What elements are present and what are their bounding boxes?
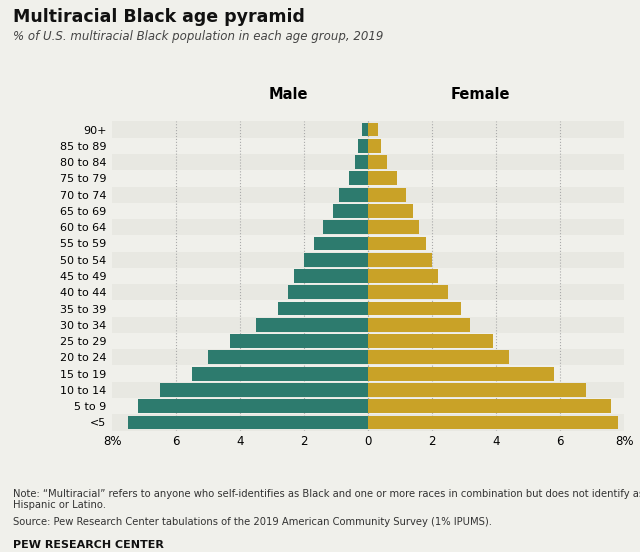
Bar — [112, 365, 624, 382]
Bar — [368, 383, 586, 397]
Bar — [339, 188, 368, 201]
Bar — [333, 204, 368, 218]
Bar — [368, 139, 381, 153]
Bar — [288, 285, 368, 299]
Bar — [355, 155, 368, 169]
Bar — [112, 137, 624, 154]
Bar — [368, 204, 413, 218]
Bar — [112, 252, 624, 268]
Bar — [112, 121, 624, 137]
Bar — [314, 237, 368, 251]
Bar — [294, 269, 368, 283]
Bar — [230, 334, 368, 348]
Bar — [112, 333, 624, 349]
Bar — [368, 155, 387, 169]
Bar — [112, 415, 624, 431]
Bar — [368, 253, 432, 267]
Bar — [112, 268, 624, 284]
Bar — [368, 399, 611, 413]
Bar — [112, 187, 624, 203]
Bar — [368, 237, 426, 251]
Bar — [368, 334, 493, 348]
Bar — [323, 220, 368, 234]
Bar — [368, 367, 554, 380]
Bar — [368, 188, 406, 201]
Bar — [256, 318, 368, 332]
Bar — [358, 139, 368, 153]
Bar — [368, 318, 470, 332]
Bar — [368, 220, 419, 234]
Text: Source: Pew Research Center tabulations of the 2019 American Community Survey (1: Source: Pew Research Center tabulations … — [13, 517, 492, 527]
Bar — [368, 301, 461, 315]
Bar — [112, 203, 624, 219]
Bar — [112, 235, 624, 252]
Bar — [112, 382, 624, 398]
Text: Note: “Multiracial” refers to anyone who self-identifies as Black and one or mor: Note: “Multiracial” refers to anyone who… — [13, 489, 640, 510]
Bar — [112, 398, 624, 415]
Text: Female: Female — [451, 87, 509, 102]
Bar — [112, 170, 624, 187]
Bar — [304, 253, 368, 267]
Bar — [368, 285, 448, 299]
Bar — [138, 399, 368, 413]
Bar — [368, 172, 397, 185]
Bar — [160, 383, 368, 397]
Text: Male: Male — [268, 87, 308, 102]
Bar — [278, 301, 368, 315]
Bar — [192, 367, 368, 380]
Bar — [112, 219, 624, 235]
Bar — [128, 416, 368, 429]
Bar — [112, 154, 624, 170]
Bar — [112, 284, 624, 300]
Bar — [349, 172, 368, 185]
Bar — [362, 123, 368, 136]
Bar — [112, 300, 624, 317]
Bar — [368, 269, 438, 283]
Text: Multiracial Black age pyramid: Multiracial Black age pyramid — [13, 8, 305, 26]
Bar — [368, 416, 618, 429]
Bar — [368, 123, 378, 136]
Text: PEW RESEARCH CENTER: PEW RESEARCH CENTER — [13, 540, 164, 550]
Bar — [112, 349, 624, 365]
Text: % of U.S. multiracial Black population in each age group, 2019: % of U.S. multiracial Black population i… — [13, 30, 383, 44]
Bar — [112, 317, 624, 333]
Bar — [208, 351, 368, 364]
Bar — [368, 351, 509, 364]
